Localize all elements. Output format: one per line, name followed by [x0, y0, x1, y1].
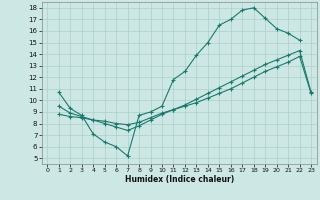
X-axis label: Humidex (Indice chaleur): Humidex (Indice chaleur)	[124, 175, 234, 184]
